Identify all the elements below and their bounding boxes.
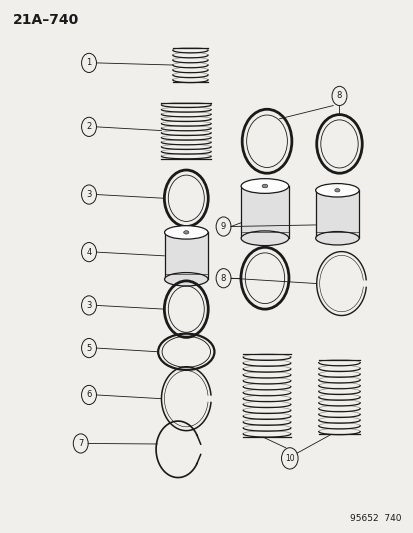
Ellipse shape [315,231,358,245]
Text: 1: 1 [86,59,91,67]
Ellipse shape [261,184,267,188]
Text: 2: 2 [86,123,91,131]
Text: 5: 5 [86,344,91,352]
Text: 9: 9 [221,222,225,231]
Text: 4: 4 [86,248,91,256]
Bar [240,186,288,238]
Ellipse shape [240,231,288,246]
Ellipse shape [334,189,339,192]
Ellipse shape [240,179,288,193]
Text: 7: 7 [78,439,83,448]
Text: 10: 10 [284,454,294,463]
Ellipse shape [183,231,188,234]
Text: 8: 8 [336,92,341,100]
Ellipse shape [164,225,207,239]
Text: 6: 6 [86,391,91,399]
Text: 21A–740: 21A–740 [12,13,78,27]
Ellipse shape [315,183,358,197]
Text: 8: 8 [221,274,225,282]
Bar [164,232,208,279]
Ellipse shape [164,272,207,286]
Text: 95652  740: 95652 740 [349,514,401,523]
Text: 3: 3 [86,301,91,310]
Text: 3: 3 [86,190,91,199]
Bar [315,190,358,238]
